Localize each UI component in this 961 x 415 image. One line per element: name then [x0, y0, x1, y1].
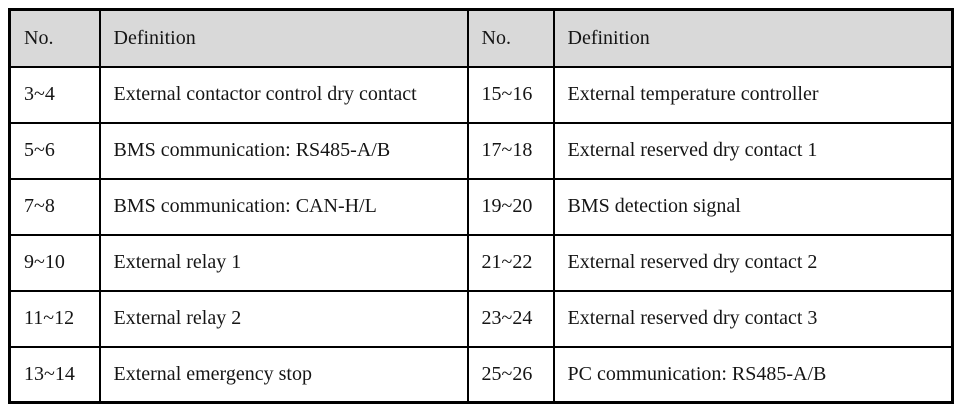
definition-cell: External reserved dry contact 2: [552, 233, 954, 292]
no-cell: 3~4: [8, 65, 101, 124]
definition-cell: External relay 2: [98, 289, 469, 348]
no-cell: 5~6: [8, 121, 101, 180]
no-cell: 23~24: [466, 289, 555, 348]
header-definition-left: Definition: [98, 8, 469, 68]
pin-definition-table: No. Definition No. Definition 3~4 Extern…: [8, 8, 954, 404]
table-row: 7~8 BMS communication: CAN-H/L 19~20 BMS…: [8, 177, 954, 236]
definition-cell: External reserved dry contact 1: [552, 121, 954, 180]
table-header-row: No. Definition No. Definition: [8, 8, 954, 68]
table-row: 9~10 External relay 1 21~22 External res…: [8, 233, 954, 292]
definition-cell: External reserved dry contact 3: [552, 289, 954, 348]
definition-cell: PC communication: RS485-A/B: [552, 345, 954, 404]
table-row: 3~4 External contactor control dry conta…: [8, 65, 954, 124]
table-row: 11~12 External relay 2 23~24 External re…: [8, 289, 954, 348]
definition-cell: External contactor control dry contact: [98, 65, 469, 124]
header-no-left: No.: [8, 8, 101, 68]
no-cell: 13~14: [8, 345, 101, 404]
no-cell: 11~12: [8, 289, 101, 348]
definition-cell: External emergency stop: [98, 345, 469, 404]
no-cell: 19~20: [466, 177, 555, 236]
no-cell: 25~26: [466, 345, 555, 404]
definition-cell: External relay 1: [98, 233, 469, 292]
no-cell: 17~18: [466, 121, 555, 180]
definition-cell: External temperature controller: [552, 65, 954, 124]
definition-cell: BMS detection signal: [552, 177, 954, 236]
definition-cell: BMS communication: RS485-A/B: [98, 121, 469, 180]
no-cell: 21~22: [466, 233, 555, 292]
no-cell: 9~10: [8, 233, 101, 292]
definition-cell: BMS communication: CAN-H/L: [98, 177, 469, 236]
header-definition-right: Definition: [552, 8, 954, 68]
no-cell: 15~16: [466, 65, 555, 124]
no-cell: 7~8: [8, 177, 101, 236]
header-no-right: No.: [466, 8, 555, 68]
table-row: 5~6 BMS communication: RS485-A/B 17~18 E…: [8, 121, 954, 180]
table-row: 13~14 External emergency stop 25~26 PC c…: [8, 345, 954, 404]
